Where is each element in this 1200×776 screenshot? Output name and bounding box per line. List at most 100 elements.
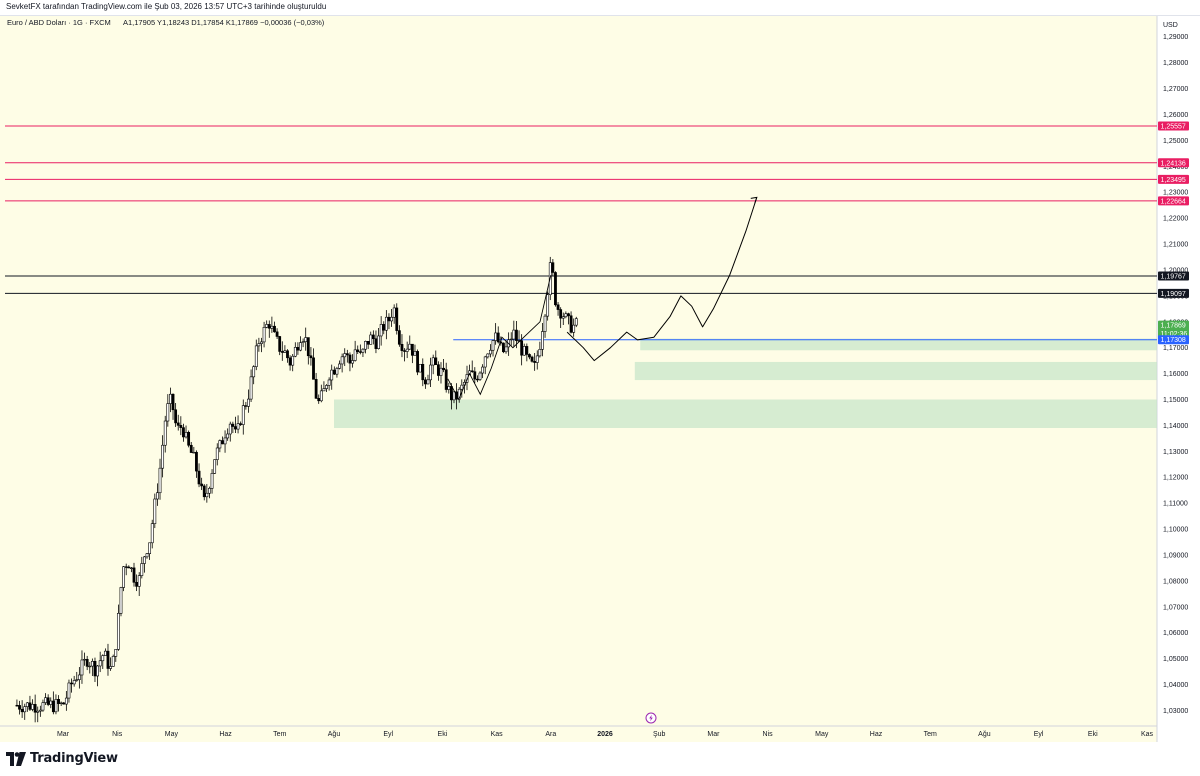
candle-body bbox=[395, 307, 399, 331]
y-tick-label: 1,21000 bbox=[1163, 242, 1188, 249]
y-tick-label: 1,05000 bbox=[1163, 656, 1188, 663]
candle-body bbox=[223, 437, 227, 445]
x-tick-label: Şub bbox=[653, 731, 666, 738]
x-tick-label: Mar bbox=[707, 731, 720, 738]
candle-body bbox=[525, 346, 529, 355]
candle-body bbox=[31, 704, 34, 710]
y-tick-label: 1,29000 bbox=[1163, 34, 1188, 41]
candle-body bbox=[291, 355, 295, 366]
candle-body bbox=[522, 346, 526, 356]
bolt-icon[interactable] bbox=[645, 712, 657, 724]
candle-body bbox=[418, 363, 422, 373]
candle-body bbox=[210, 473, 214, 489]
candle-body bbox=[46, 697, 50, 705]
candle-body bbox=[502, 342, 505, 353]
candle-body bbox=[96, 665, 99, 677]
tradingview-logo[interactable]: TradingView bbox=[6, 751, 118, 766]
candle-body bbox=[267, 324, 271, 329]
candle-body bbox=[413, 351, 417, 356]
candle-body bbox=[429, 364, 432, 381]
candle-body bbox=[426, 379, 430, 385]
candle-body bbox=[392, 307, 396, 318]
candle-body bbox=[195, 451, 198, 472]
level-label-bg-5 bbox=[1158, 288, 1189, 298]
candle-body bbox=[158, 467, 162, 494]
x-tick-label: Tem bbox=[273, 731, 286, 738]
candle-body bbox=[403, 350, 406, 352]
candle-body bbox=[122, 566, 125, 588]
y-tick-label: 1,15000 bbox=[1163, 397, 1188, 404]
footer: TradingView bbox=[0, 742, 1200, 776]
y-tick-label: 1,27000 bbox=[1163, 86, 1188, 93]
candle-body bbox=[67, 682, 71, 699]
candle-body bbox=[28, 702, 32, 710]
candle-body bbox=[449, 386, 453, 401]
candle-body bbox=[496, 332, 500, 343]
candle-body bbox=[36, 710, 40, 713]
price-chart[interactable]: Euro / ABD Doları · 1G · FXCM A1,17905 Y… bbox=[0, 16, 1200, 742]
candle-body bbox=[533, 361, 537, 363]
candle-body bbox=[504, 346, 508, 353]
candle-body bbox=[286, 350, 289, 359]
candle-body bbox=[559, 309, 563, 319]
y-tick-label: 1,09000 bbox=[1163, 552, 1188, 559]
candle-body bbox=[348, 354, 352, 364]
x-tick-label: Eyl bbox=[383, 731, 393, 738]
candle-body bbox=[187, 432, 191, 446]
y-tick-label: 1,08000 bbox=[1163, 578, 1188, 585]
candle-body bbox=[106, 650, 110, 669]
candle-body bbox=[358, 351, 362, 353]
candle-body bbox=[444, 369, 448, 390]
candle-body bbox=[218, 440, 222, 449]
candle-body bbox=[319, 390, 323, 402]
level-label-bg-3 bbox=[1158, 196, 1189, 206]
candle-body bbox=[509, 338, 513, 341]
y-tick-label: 1,06000 bbox=[1163, 630, 1188, 637]
candle-body bbox=[351, 360, 354, 364]
candle-body bbox=[301, 341, 305, 343]
candle-body bbox=[293, 347, 297, 357]
candle-body bbox=[135, 582, 139, 587]
candle-body bbox=[470, 370, 474, 373]
y-tick-label: 1,25000 bbox=[1163, 138, 1188, 145]
candle-body bbox=[103, 650, 107, 656]
candle-body bbox=[322, 388, 326, 392]
candle-body bbox=[200, 483, 204, 487]
currency-label: USD bbox=[1163, 22, 1178, 29]
candle-body bbox=[356, 349, 360, 352]
level-label-1: 1,24136 bbox=[1161, 160, 1186, 167]
zone-1 bbox=[634, 361, 1157, 381]
x-tick-label: Haz bbox=[870, 731, 883, 738]
x-tick-label: Eki bbox=[1088, 731, 1098, 738]
candle-body bbox=[166, 403, 170, 422]
candle-body bbox=[260, 341, 263, 344]
level-label-bg-0 bbox=[1158, 121, 1189, 131]
candle-body bbox=[439, 367, 443, 376]
candle-body bbox=[174, 409, 178, 424]
candle-body bbox=[119, 587, 123, 614]
x-tick-label: 2026 bbox=[597, 731, 613, 738]
x-tick-label: Ağu bbox=[978, 731, 991, 738]
zone-0 bbox=[640, 338, 1157, 351]
candle-body bbox=[83, 658, 86, 661]
candle-body bbox=[325, 385, 328, 389]
candle-body bbox=[283, 350, 287, 353]
y-tick-label: 1,28000 bbox=[1163, 60, 1188, 67]
y-tick-label: 1,16000 bbox=[1163, 371, 1188, 378]
candle-body bbox=[483, 356, 487, 368]
candle-body bbox=[176, 422, 180, 426]
candle-body bbox=[262, 327, 266, 343]
candle-body bbox=[49, 700, 53, 705]
y-tick-label: 1,23000 bbox=[1163, 190, 1188, 197]
candle-body bbox=[556, 304, 560, 310]
candle-body bbox=[275, 331, 279, 337]
level-price-labels: 1,25557 1,24136 1,23495 1,22664 1,19767 1,190… bbox=[1158, 121, 1189, 345]
candle-body bbox=[241, 405, 245, 425]
level-label-bg-blue bbox=[1158, 335, 1189, 345]
candle-body bbox=[374, 338, 378, 349]
y-tick-label: 1,04000 bbox=[1163, 682, 1188, 689]
candle-body bbox=[494, 332, 498, 341]
candle-body bbox=[306, 337, 310, 357]
candle-body bbox=[338, 363, 341, 369]
candle-body bbox=[270, 325, 274, 329]
